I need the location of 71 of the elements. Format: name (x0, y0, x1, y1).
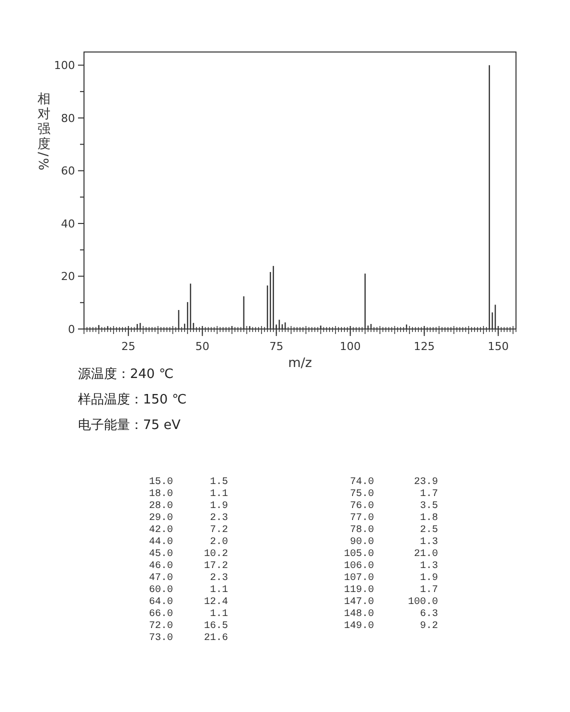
table-cell: 148.0 (344, 609, 374, 620)
table-cell: 2.5 (420, 525, 438, 536)
table-cell: 105.0 (344, 549, 374, 560)
table-cell: 74.0 (350, 477, 374, 488)
table-cell: 1.8 (420, 513, 438, 524)
table-cell: 1.9 (420, 573, 438, 584)
table-cell: 119.0 (344, 585, 374, 596)
table-cell: 42.0 (148, 525, 173, 536)
x-tick-label: 100 (340, 340, 361, 353)
table-cell: 60.0 (148, 585, 173, 596)
table-cell: 76.0 (350, 501, 374, 512)
y-tick-label: 100 (54, 59, 75, 72)
y-tick-label: 20 (61, 270, 75, 284)
table-cell: 1.1 (210, 609, 228, 620)
table-cell: 10.2 (204, 549, 228, 560)
table-cell: 29.0 (148, 513, 173, 524)
x-tick-label: 25 (121, 340, 136, 353)
table-cell: 147.0 (344, 597, 374, 608)
table-cell: 77.0 (350, 513, 374, 524)
table-cell: 15.0 (148, 477, 173, 488)
table-cell: 64.0 (148, 597, 173, 608)
y-tick-label: 80 (61, 112, 75, 125)
table-cell: 2.3 (210, 573, 228, 584)
annotation: 源温度：240 ℃ (78, 367, 174, 382)
table-cell: 1.5 (210, 477, 228, 488)
table-cell: 2.0 (210, 537, 228, 548)
table-cell: 7.2 (210, 525, 228, 536)
x-tick-label: 50 (195, 340, 210, 353)
table-cell: 1.9 (210, 501, 228, 512)
annotation: 电子能量：75 eV (78, 418, 181, 433)
table-cell: 78.0 (350, 525, 374, 536)
table-cell: 46.0 (148, 561, 173, 572)
table-cell: 17.2 (204, 561, 228, 572)
table-cell: 107.0 (344, 573, 374, 584)
table-cell: 73.0 (148, 633, 173, 644)
table-cell: 18.0 (148, 489, 173, 500)
table-cell: 21.0 (414, 549, 438, 560)
table-cell: 1.3 (420, 537, 438, 548)
table-cell: 100.0 (408, 597, 438, 608)
table-cell: 90.0 (350, 537, 374, 548)
annotation: 样品温度：150 ℃ (78, 392, 187, 408)
table-cell: 1.7 (420, 585, 438, 596)
x-tick-label: 75 (269, 340, 284, 353)
y-tick-label: 60 (61, 164, 75, 178)
table-cell: 6.3 (420, 609, 438, 620)
table-cell: 106.0 (344, 561, 374, 572)
x-axis-title: m/z (288, 356, 312, 371)
table-cell: 1.1 (210, 489, 228, 500)
table-cell: 45.0 (148, 549, 173, 560)
table-cell: 47.0 (148, 573, 173, 584)
y-tick-label: 0 (68, 323, 75, 336)
y-tick-label: 40 (61, 217, 75, 230)
table-cell: 16.5 (204, 621, 228, 632)
table-cell: 12.4 (204, 597, 228, 608)
table-cell: 75.0 (350, 489, 374, 500)
table-cell: 66.0 (148, 609, 173, 620)
table-cell: 1.1 (210, 585, 228, 596)
x-tick-label: 125 (414, 340, 435, 353)
table-cell: 9.2 (420, 621, 438, 632)
x-tick-label: 150 (488, 340, 509, 353)
table-cell: 72.0 (148, 621, 173, 632)
table-cell: 44.0 (148, 537, 173, 548)
table-cell: 23.9 (414, 477, 438, 488)
table-cell: 1.7 (420, 489, 438, 500)
table-cell: 3.5 (420, 501, 438, 512)
y-axis-title: 相对强度/% (35, 92, 50, 170)
table-cell: 21.6 (204, 633, 228, 644)
table-cell: 28.0 (148, 501, 173, 512)
table-cell: 1.3 (420, 561, 438, 572)
table-cell: 149.0 (344, 621, 374, 632)
table-cell: 2.3 (210, 513, 228, 524)
